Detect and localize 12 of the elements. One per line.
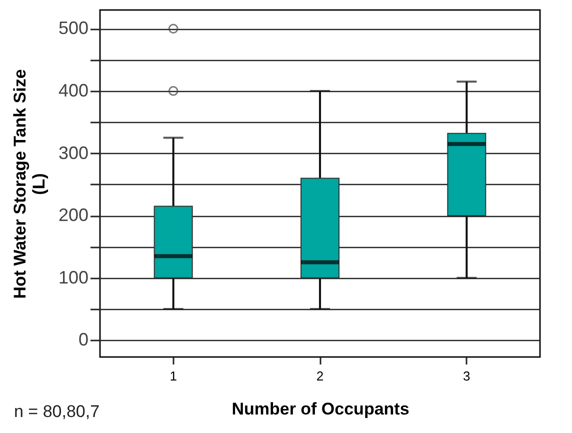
x-axis-title: Number of Occupants (232, 400, 410, 418)
y-axis-title: Hot Water Storage Tank Size (L) (10, 69, 48, 299)
text: n = 80,80,7 (14, 402, 100, 422)
y-tick-label: 200 (58, 205, 88, 226)
y-tick-label: 400 (58, 80, 88, 100)
y-tick-label: 100 (58, 267, 88, 288)
y-tick-label: 300 (58, 142, 88, 163)
y-tick-label: 500 (58, 18, 88, 38)
y-tick-label: 0 (78, 330, 88, 350)
x-tick-label: 1 (170, 368, 177, 384)
x-tick-label: 2 (316, 368, 324, 384)
x-tick-label: 3 (463, 368, 470, 384)
